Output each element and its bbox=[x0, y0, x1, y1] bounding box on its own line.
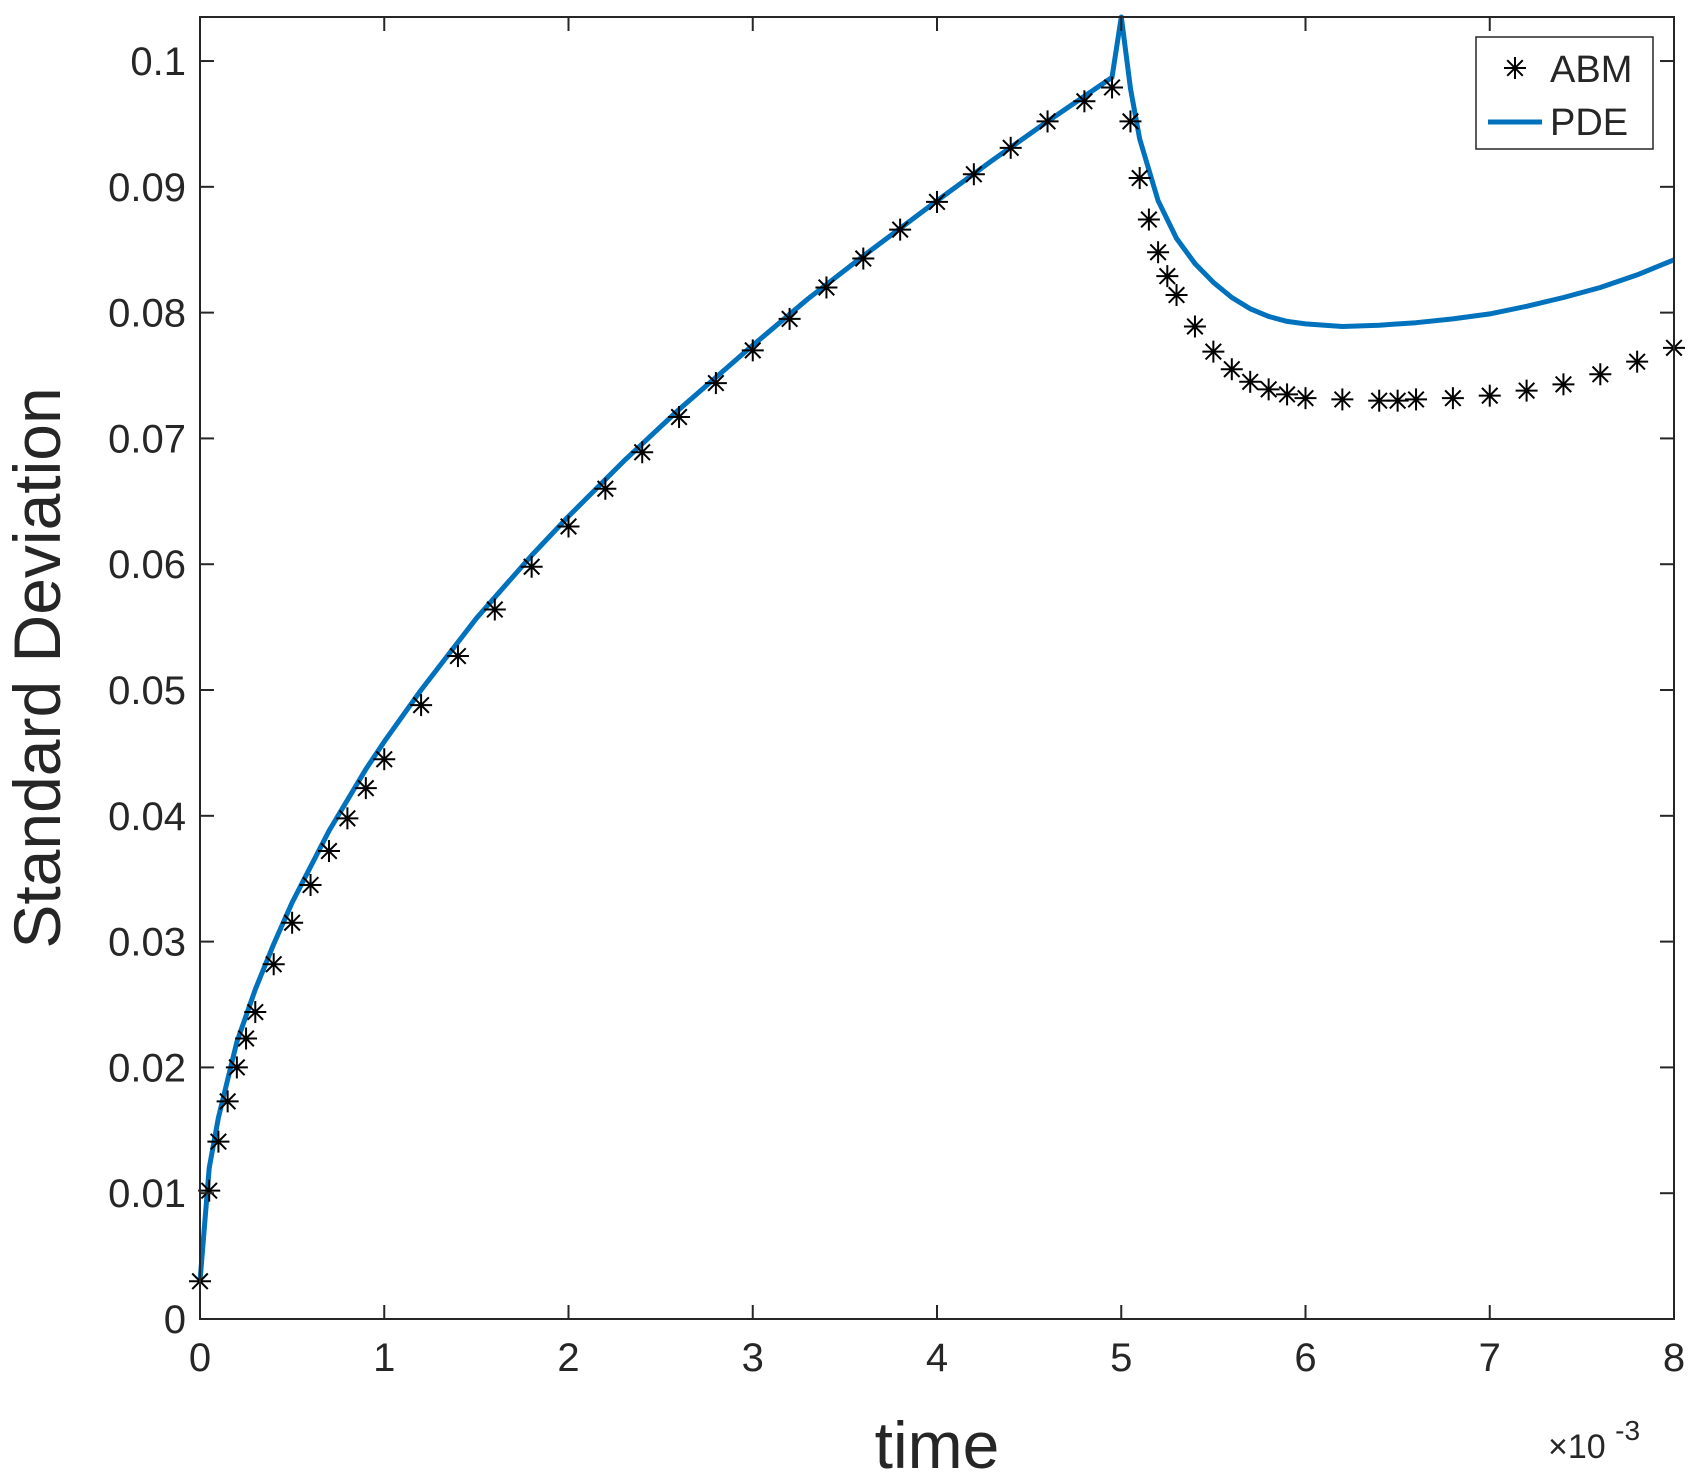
abm-point bbox=[704, 372, 727, 395]
abm-point bbox=[1294, 387, 1317, 410]
legend-asterisk bbox=[1504, 57, 1526, 79]
x-tick-label: 1 bbox=[373, 1336, 395, 1380]
abm-point bbox=[999, 136, 1022, 159]
y-tick-label: 0.02 bbox=[108, 1046, 186, 1090]
abm-point bbox=[262, 953, 285, 976]
x-tick-label: 3 bbox=[742, 1336, 764, 1380]
y-axis-title: Standard Deviation bbox=[0, 387, 74, 948]
x-tick-label: 2 bbox=[557, 1336, 579, 1380]
abm-point bbox=[1101, 76, 1124, 99]
abm-point bbox=[889, 218, 912, 241]
abm-point bbox=[483, 598, 506, 621]
y-tick-label: 0.01 bbox=[108, 1172, 186, 1216]
abm-point bbox=[1478, 384, 1501, 407]
abm-point bbox=[520, 555, 543, 578]
abm-point bbox=[1331, 388, 1354, 411]
abm-point bbox=[1183, 315, 1206, 338]
abm-point bbox=[317, 840, 340, 863]
x-exponent-label: ×10 -3 bbox=[1548, 1415, 1640, 1466]
abm-point bbox=[1220, 358, 1243, 381]
x-tick-label: 0 bbox=[189, 1336, 211, 1380]
abm-point bbox=[1147, 241, 1170, 264]
abm-point bbox=[1405, 388, 1428, 411]
abm-point bbox=[373, 748, 396, 771]
y-axis-ticks: 0 0.01 0.02 0.03 0.04 0.05 0.06 0.07 0.08 0.09 0.1 bbox=[108, 40, 1674, 1342]
abm-point bbox=[354, 777, 377, 800]
abm-point bbox=[1368, 389, 1391, 412]
plot-background bbox=[200, 17, 1674, 1319]
abm-point bbox=[446, 645, 469, 668]
abm-point bbox=[557, 515, 580, 538]
abm-point bbox=[336, 807, 359, 830]
y-tick-label: 0.1 bbox=[130, 40, 186, 84]
abm-point bbox=[1626, 350, 1649, 373]
abm-point bbox=[1276, 383, 1299, 406]
x-axis-ticks: 0 1 2 3 4 5 6 7 8 bbox=[189, 17, 1685, 1380]
y-tick-label: 0.04 bbox=[108, 795, 186, 839]
abm-point bbox=[216, 1090, 239, 1113]
pde-series-layer bbox=[197, 14, 1675, 1282]
x-tick-label: 8 bbox=[1663, 1336, 1685, 1380]
abm-point bbox=[207, 1130, 230, 1153]
x-tick-label: 5 bbox=[1110, 1336, 1132, 1380]
abm-point bbox=[225, 1056, 248, 1079]
x-tick-label: 7 bbox=[1479, 1336, 1501, 1380]
abm-point bbox=[1257, 378, 1280, 401]
abm-point bbox=[1156, 265, 1179, 288]
x-tick-label: 4 bbox=[926, 1336, 948, 1380]
legend-box bbox=[1475, 36, 1654, 150]
y-tick-label: 0.08 bbox=[108, 292, 186, 336]
abm-point bbox=[815, 276, 838, 299]
y-tick-label: 0.06 bbox=[108, 543, 186, 587]
abm-point bbox=[1165, 284, 1188, 307]
abm-point bbox=[631, 441, 654, 464]
abm-point bbox=[594, 477, 617, 500]
abm-point bbox=[1119, 110, 1142, 133]
y-tick-label: 0.09 bbox=[108, 166, 186, 210]
legend-marker-abm bbox=[1504, 57, 1526, 79]
abm-point bbox=[1137, 208, 1160, 231]
abm-point bbox=[1441, 387, 1464, 410]
x-exponent-power: -3 bbox=[1615, 1415, 1640, 1446]
abm-point bbox=[1386, 389, 1409, 412]
x-tick-label: 6 bbox=[1294, 1336, 1316, 1380]
y-tick-label: 0.07 bbox=[108, 417, 186, 461]
x-exponent-base: ×10 bbox=[1548, 1428, 1606, 1466]
y-tick-label: 0 bbox=[164, 1298, 186, 1342]
abm-point bbox=[778, 307, 801, 330]
abm-point bbox=[235, 1027, 258, 1050]
abm-point bbox=[852, 247, 875, 270]
abm-point bbox=[1589, 363, 1612, 386]
x-axis-title: time bbox=[875, 1408, 1000, 1478]
legend: ABM PDE bbox=[1475, 36, 1654, 150]
abm-point bbox=[299, 874, 322, 896]
abm-point bbox=[1073, 90, 1096, 113]
y-tick-label: 0.03 bbox=[108, 921, 186, 965]
legend-label-abm: ABM bbox=[1550, 49, 1632, 91]
y-tick-label: 0.05 bbox=[108, 669, 186, 713]
abm-point bbox=[410, 694, 433, 717]
abm-point bbox=[1515, 379, 1538, 402]
abm-point bbox=[926, 190, 948, 213]
abm-point bbox=[741, 339, 764, 362]
abm-point bbox=[962, 163, 985, 186]
abm-point bbox=[198, 1179, 221, 1202]
abm-series-layer bbox=[189, 76, 1685, 1293]
abm-point bbox=[1239, 370, 1262, 393]
abm-point bbox=[244, 1001, 267, 1024]
abm-point bbox=[1202, 340, 1225, 363]
legend-label-pde: PDE bbox=[1550, 102, 1628, 144]
abm-point bbox=[1552, 373, 1575, 396]
abm-point bbox=[1128, 167, 1151, 190]
abm-point bbox=[281, 911, 304, 934]
series-line-pde bbox=[197, 14, 1675, 1282]
abm-point bbox=[668, 406, 691, 429]
abm-point bbox=[1036, 110, 1059, 133]
